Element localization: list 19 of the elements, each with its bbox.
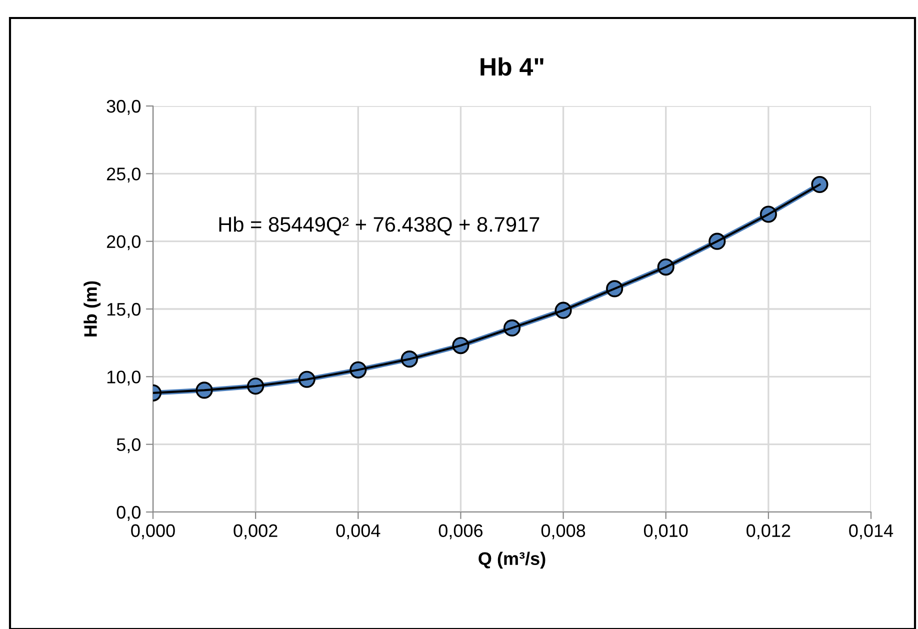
x-tick-label: 0,000 — [131, 524, 175, 540]
x-axis-title: Q (m³/s) — [478, 552, 546, 569]
y-tick-label: 25,0 — [106, 168, 140, 183]
x-tick-label: 0,008 — [541, 524, 586, 540]
y-tick-label: 5,0 — [116, 438, 140, 454]
y-axis-title: Hb (m) — [84, 281, 100, 336]
y-tick-label: 30,0 — [106, 100, 140, 115]
x-tick-label: 0,014 — [849, 524, 894, 540]
chart-title: Hb 4" — [480, 57, 544, 76]
x-tick-label: 0,006 — [438, 524, 483, 540]
y-tick-label: 15,0 — [107, 302, 140, 318]
x-tick-label: 0,004 — [336, 524, 380, 540]
y-tick-label: 0,0 — [116, 506, 140, 521]
y-tick-label: 20,0 — [106, 235, 140, 250]
x-tick-label: 0,002 — [234, 524, 278, 540]
x-tick-label: 0,012 — [746, 524, 790, 540]
x-tick-label: 0,010 — [644, 524, 688, 540]
y-tick-label: 10,0 — [107, 370, 140, 386]
annotation: Hb = 85449Q² + 76.438Q + 8.7917 — [219, 216, 540, 236]
